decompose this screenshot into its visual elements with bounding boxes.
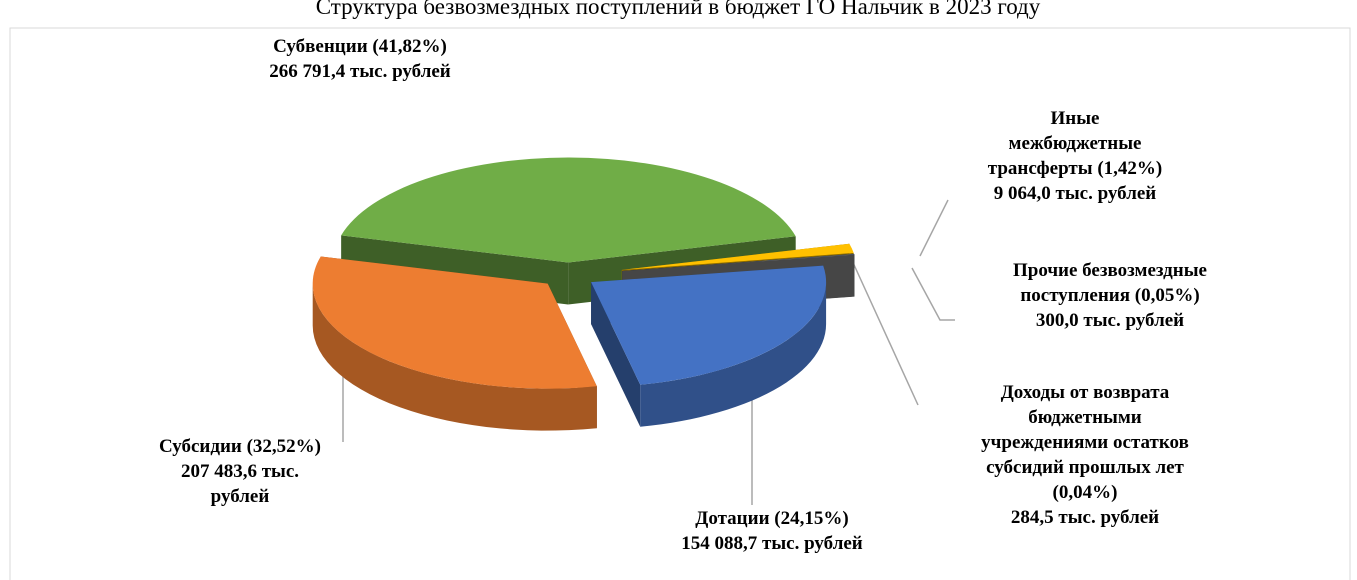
chart-frame <box>9 27 1351 580</box>
wedge <box>621 243 854 270</box>
wedge <box>312 256 597 389</box>
wedge <box>622 254 855 272</box>
data-label: межбюджетные <box>1009 133 1142 154</box>
leader-line <box>919 199 949 257</box>
data-label: 266 791,4 тыс. рублей <box>269 61 451 82</box>
data-label: Субвенции (41,82%) <box>273 36 447 57</box>
data-label: 300,0 тыс. рублей <box>1036 310 1184 331</box>
wedge <box>591 265 827 385</box>
wedge <box>341 157 796 263</box>
wedge-side <box>640 282 827 427</box>
wedge-side <box>312 283 597 431</box>
data-label: Прочие безвозмездные <box>1013 260 1207 281</box>
data-label: бюджетными <box>1028 407 1142 428</box>
data-label: 154 088,7 тыс. рублей <box>681 533 863 554</box>
data-label: Иные <box>1051 108 1100 129</box>
wedge <box>622 254 855 272</box>
data-label: 207 483,6 тыс. <box>181 461 299 482</box>
data-label: Дотации (24,15%) <box>695 508 848 529</box>
data-label: рублей <box>211 486 270 507</box>
data-label: (0,04%) <box>1053 482 1118 503</box>
labels: Субвенции (41,82%) 266 791,4 тыс. рублей И… <box>159 36 1207 554</box>
data-label: учреждениями остатков <box>981 432 1189 453</box>
leader-line <box>849 255 919 406</box>
data-label: Субсидии (32,52%) <box>159 436 321 457</box>
leader-line <box>911 267 955 321</box>
data-label: поступления (0,05%) <box>1020 285 1199 306</box>
data-label: субсидий прошлых лет <box>986 457 1184 478</box>
data-label: Доходы от возврата <box>1001 382 1170 403</box>
pie <box>312 157 855 431</box>
data-label: 9 064,0 тыс. рублей <box>994 183 1157 204</box>
data-label: трансферты (1,42%) <box>988 158 1162 179</box>
chart-title: Структура безвозмездных поступлений в бю… <box>316 0 1041 19</box>
wedge-side <box>591 282 641 427</box>
data-label: 284,5 тыс. рублей <box>1011 507 1159 528</box>
